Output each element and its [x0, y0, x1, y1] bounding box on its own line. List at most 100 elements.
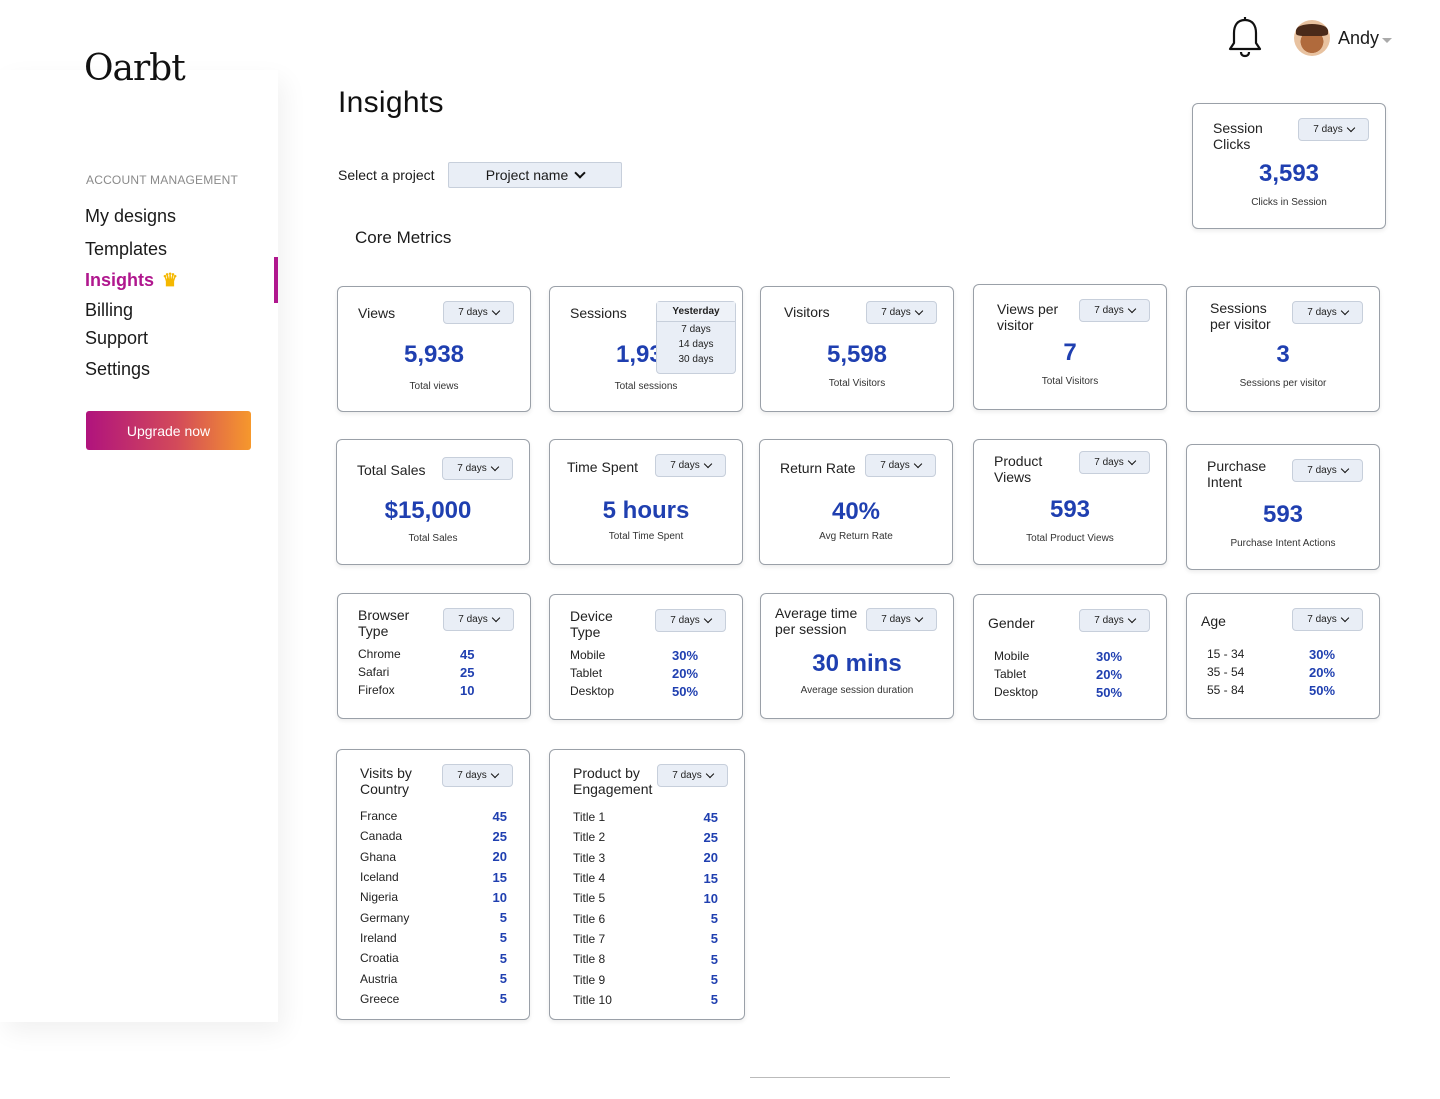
chevron-down-icon [703, 614, 712, 623]
metric-caption: Total Visitors [1041, 376, 1099, 387]
list-value: 5 [499, 971, 507, 987]
chevron-down-icon [490, 769, 499, 778]
list-item: 55 - 84 50% [1207, 681, 1359, 699]
range-value: 7 days [880, 460, 910, 471]
chevron-down-icon [913, 459, 922, 468]
sidebar-item-settings[interactable]: Settings [85, 359, 151, 379]
range-dropdown[interactable]: 7 days [1298, 118, 1369, 141]
chevron-down-icon [1340, 464, 1349, 473]
product-list: Title 1 45 Title 2 25 Title 3 20 Title 4 15 … [573, 807, 736, 1010]
list-item: Title 9 5 [573, 969, 736, 989]
range-dropdown[interactable]: 7 days [443, 608, 514, 631]
list-value: 15 [703, 870, 718, 886]
range-dropdown[interactable]: 7 days [865, 454, 936, 477]
range-dropdown[interactable]: 7 days [1079, 609, 1150, 632]
card-title: Purchase Intent [1207, 458, 1267, 490]
list-item: Title 3 20 [573, 848, 736, 868]
bell-icon[interactable] [1227, 16, 1263, 58]
dropdown-option[interactable]: 14 days [678, 339, 714, 350]
range-dropdown[interactable]: 7 days [442, 457, 513, 480]
range-value: 7 days [1307, 614, 1337, 625]
card-browser-type: Browser Type 7 days Chrome 45 Safari 25 Fi… [337, 593, 531, 719]
range-dropdown[interactable]: 7 days [1079, 451, 1150, 474]
list-label: Desktop [994, 685, 1039, 699]
dropdown-option[interactable]: Yesterday [657, 302, 735, 322]
list-item: Austria 5 [360, 968, 521, 988]
project-select[interactable]: Project name [448, 162, 622, 188]
list-item: Title 4 15 [573, 868, 736, 888]
user-name[interactable]: Andy [1338, 28, 1380, 48]
list-label: Croatia [360, 951, 399, 966]
list-label: Title 8 [573, 952, 606, 967]
list-value: 50% [1309, 682, 1336, 698]
list-label: Iceland [360, 870, 399, 885]
list-label: Tablet [570, 666, 603, 680]
range-dropdown[interactable]: 7 days [866, 301, 937, 324]
range-dropdown[interactable]: 7 days [657, 764, 728, 787]
chevron-down-icon[interactable] [1382, 38, 1392, 43]
app-logo[interactable]: Oarbt [84, 48, 186, 89]
card-title: Sessions [570, 305, 627, 321]
range-dropdown[interactable]: 7 days [655, 454, 726, 477]
range-dropdown[interactable]: 7 days [443, 301, 514, 324]
sidebar-item-support[interactable]: Support [85, 328, 149, 348]
list-label: Title 5 [573, 891, 606, 906]
range-dropdown[interactable]: 7 days [655, 609, 726, 632]
metric-caption: Total Product Views [1026, 533, 1114, 544]
card-sessions-per-visitor: Sessions per visitor 7 days 3 Sessions p… [1186, 286, 1380, 412]
metric-caption: Total views [409, 381, 459, 392]
card-session-clicks: Session Clicks 7 days 3,593 Clicks in Se… [1192, 103, 1386, 229]
sidebar-item-billing[interactable]: Billing [85, 300, 134, 320]
list-value: 45 [492, 808, 507, 824]
range-dropdown[interactable]: 7 days [1292, 301, 1363, 324]
card-visits-by-country: Visits by Country 7 days France 45 Canada… [336, 749, 530, 1020]
age-list: 15 - 34 30% 35 - 54 20% 55 - 84 50% [1207, 645, 1359, 699]
chevron-down-icon [703, 459, 712, 468]
list-label: 35 - 54 [1207, 665, 1245, 679]
range-dropdown[interactable]: 7 days [442, 764, 513, 787]
range-dropdown[interactable]: 7 days [1292, 459, 1363, 482]
range-value: 7 days [881, 614, 911, 625]
range-dropdown-open[interactable]: Yesterday 7 days 14 days 30 days [656, 301, 736, 374]
list-label: Title 10 [573, 992, 612, 1007]
metric-caption: Total sessions [614, 381, 678, 392]
list-label: Mobile [570, 648, 606, 662]
list-label: Title 7 [573, 931, 606, 946]
card-title: Product by Engagement [573, 765, 653, 797]
list-value: 5 [710, 951, 718, 967]
section-title-core-metrics: Core Metrics [355, 228, 452, 247]
sidebar-item-my-designs[interactable]: My designs [85, 206, 177, 226]
metric-caption: Total Time Spent [608, 531, 684, 542]
card-views: Views 7 days 5,938 Total views [337, 286, 531, 412]
range-value: 7 days [1094, 305, 1124, 316]
sidebar-item-templates[interactable]: Templates [85, 239, 168, 259]
dropdown-option[interactable]: 30 days [678, 354, 714, 365]
range-value: 7 days [457, 770, 487, 781]
upgrade-button[interactable]: Upgrade now [86, 411, 251, 450]
dropdown-option[interactable]: 7 days [681, 324, 711, 335]
chevron-down-icon [1346, 123, 1355, 132]
range-dropdown[interactable]: 7 days [1292, 608, 1363, 631]
list-item: Desktop 50% [570, 682, 722, 700]
list-label: Title 3 [573, 850, 606, 865]
sidebar-item-insights[interactable]: Insights ♛ [85, 270, 178, 291]
avatar[interactable] [1294, 20, 1330, 56]
chevron-down-icon [1127, 304, 1136, 313]
range-dropdown[interactable]: 7 days [866, 608, 937, 631]
list-value: 25 [460, 664, 475, 680]
list-label: Title 1 [573, 810, 606, 825]
list-item: Germany 5 [360, 907, 521, 927]
list-value: 10 [703, 890, 718, 906]
card-title: Visits by Country [360, 765, 412, 797]
list-label: Germany [360, 910, 410, 925]
range-value: 7 days [1094, 457, 1124, 468]
range-dropdown[interactable]: 7 days [1079, 299, 1150, 322]
metric-caption: Sessions per visitor [1239, 378, 1327, 389]
list-item: Mobile 30% [570, 646, 722, 664]
metric-caption: Clicks in Session [1251, 197, 1327, 208]
list-item: Firefox 10 [358, 681, 510, 699]
list-label: Firefox [358, 683, 395, 697]
list-label: Mobile [994, 649, 1030, 663]
list-value: 45 [460, 646, 475, 662]
list-label: Greece [360, 991, 400, 1006]
